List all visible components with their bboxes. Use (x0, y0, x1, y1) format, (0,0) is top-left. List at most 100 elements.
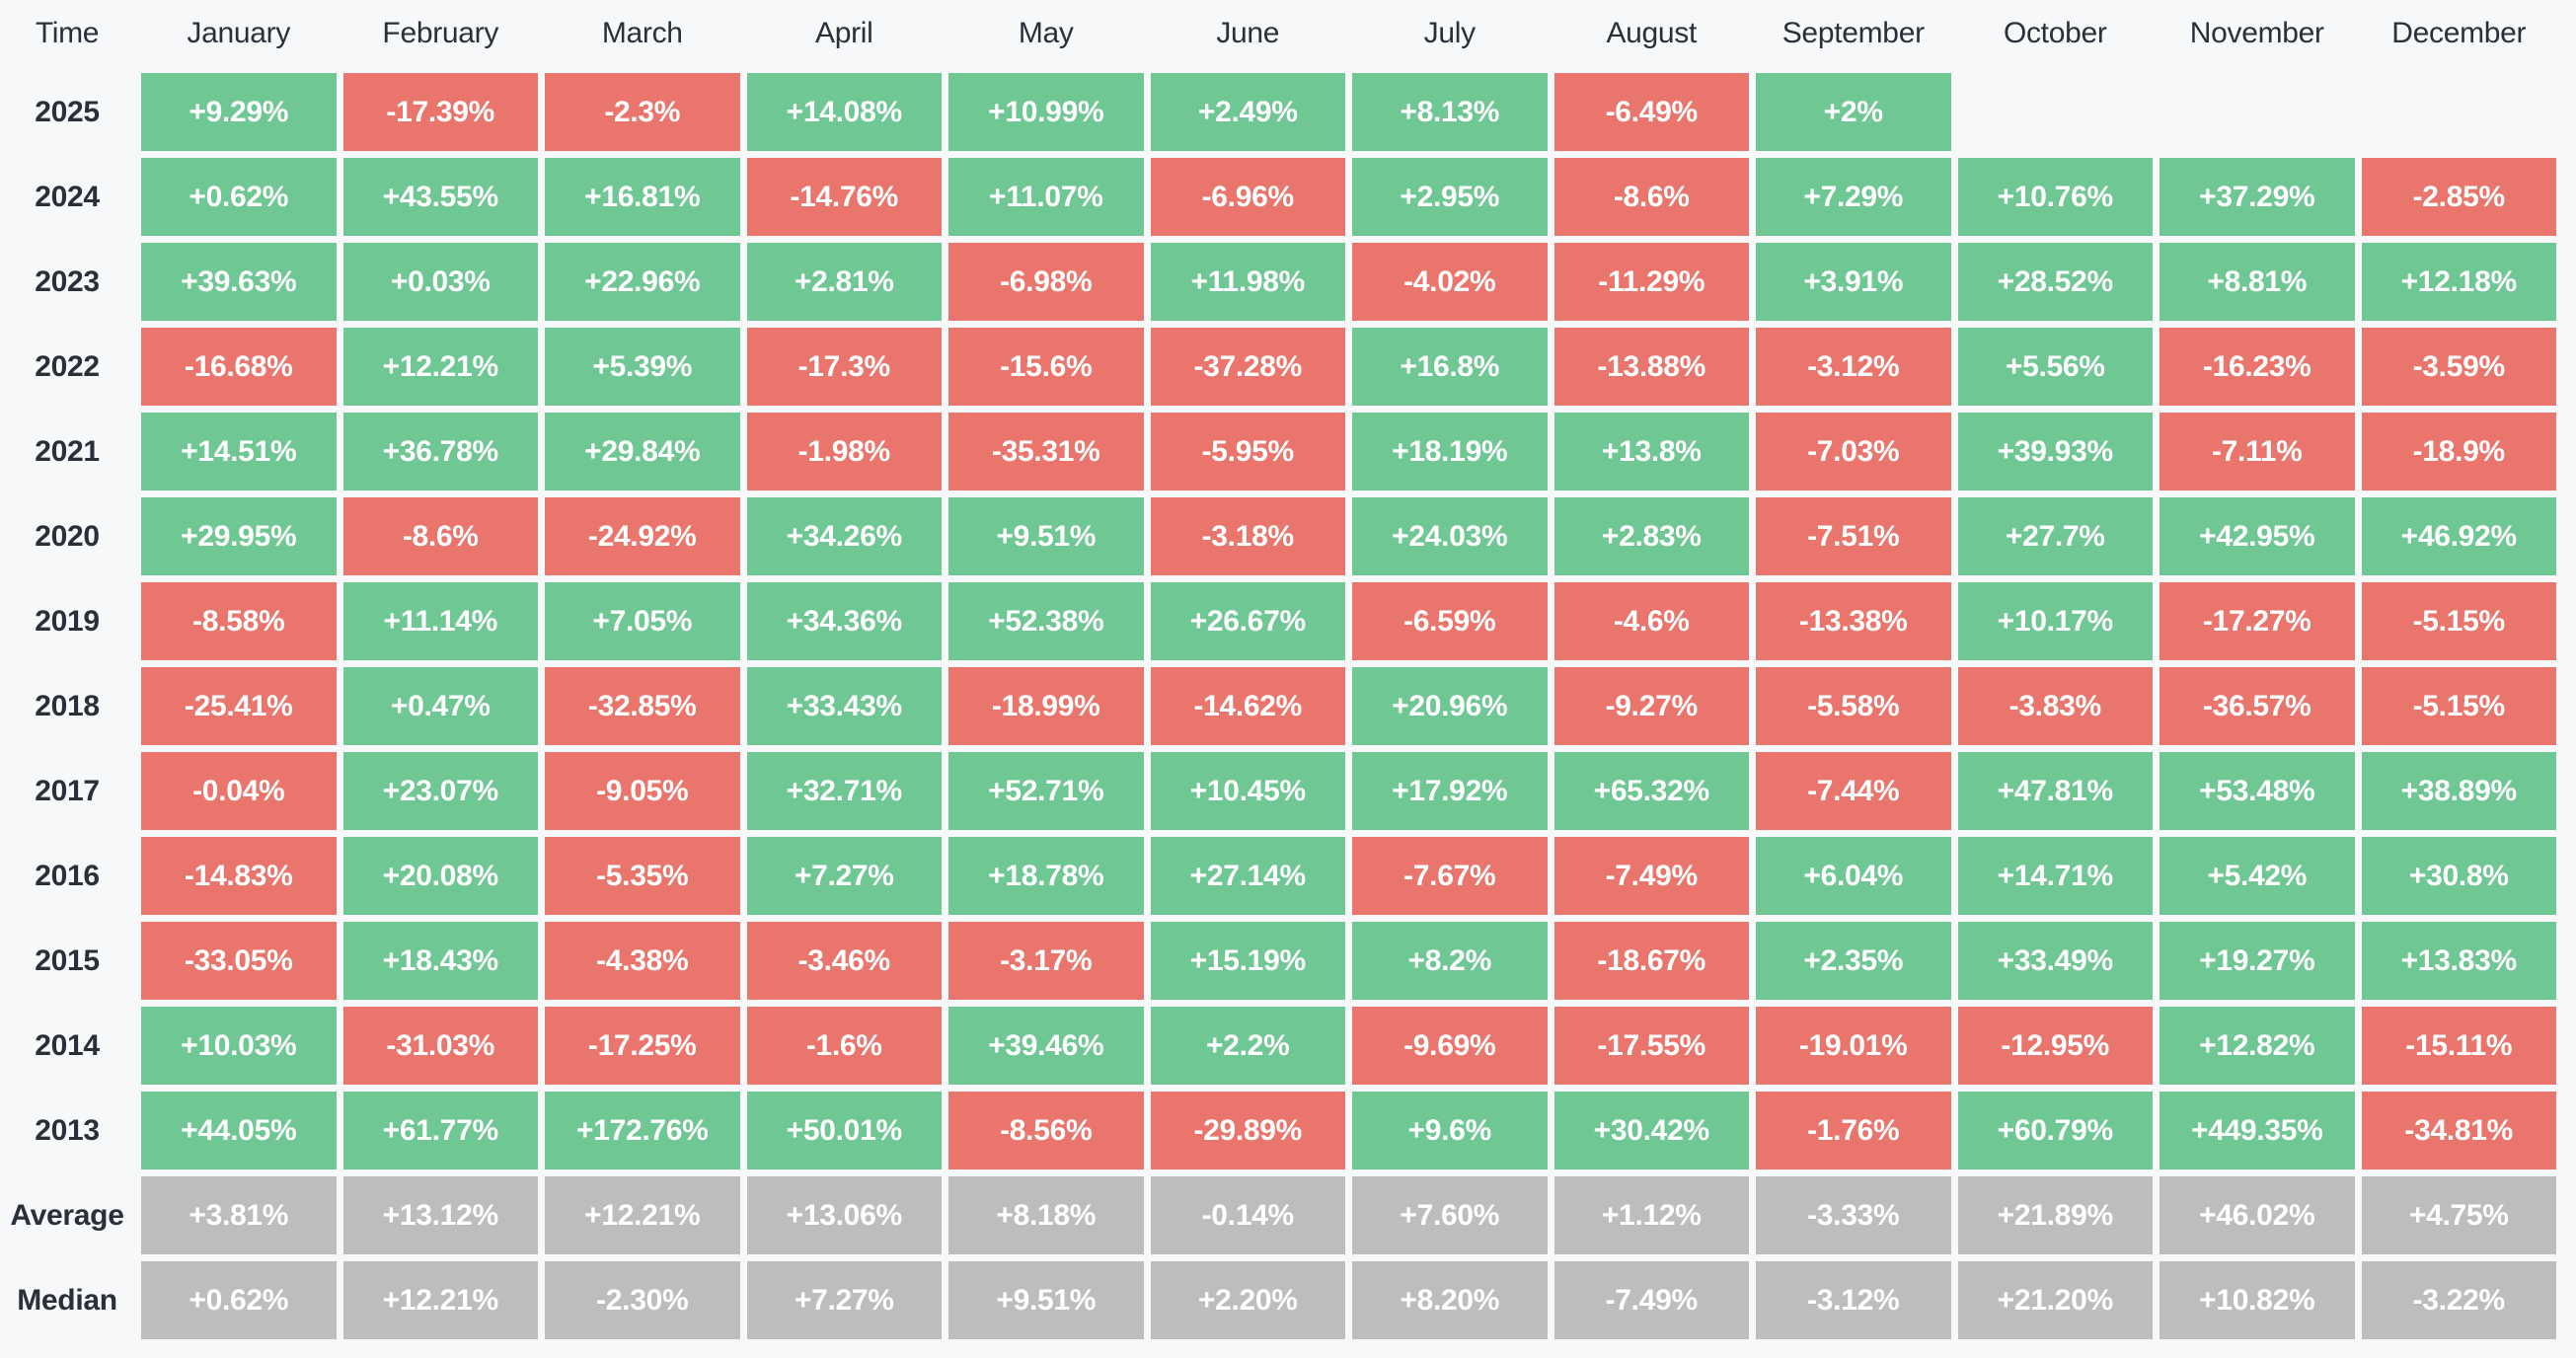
cell-median-august: -7.49% (1553, 1261, 1749, 1339)
cell-2013-october: +60.79% (1957, 1092, 2153, 1169)
row-label-2019: 2019 (35, 604, 100, 638)
column-header-october: October (2003, 16, 2107, 49)
cell-2016-august: -7.49% (1553, 837, 1749, 915)
column-header-september: September (1781, 16, 1925, 49)
cell-2021-june: -5.95% (1150, 413, 1345, 490)
row-label-2024: 2024 (35, 180, 100, 213)
cell-2017-june: +10.45% (1150, 752, 1345, 830)
cell-median-july: +8.20% (1352, 1261, 1548, 1339)
cell-2018-september: -5.58% (1756, 667, 1951, 745)
cell-2016-october: +14.71% (1957, 837, 2153, 915)
cell-2024-december: -2.85% (2361, 158, 2556, 236)
cell-2023-june: +11.98% (1150, 243, 1345, 321)
cell-average-september: -3.33% (1756, 1176, 1951, 1254)
cell-2022-september: -3.12% (1756, 328, 1951, 406)
cell-2022-december: -3.59% (2361, 328, 2556, 406)
cell-average-october: +21.89% (1957, 1176, 2153, 1254)
cell-2020-november: +42.95% (2159, 497, 2355, 575)
cell-2013-may: -8.56% (948, 1092, 1144, 1169)
cell-2015-july: +8.2% (1352, 922, 1548, 1000)
cell-2017-january: -0.04% (141, 752, 337, 830)
cell-2018-january: -25.41% (141, 667, 337, 745)
cell-2024-may: +11.07% (948, 158, 1144, 236)
cell-2018-august: -9.27% (1553, 667, 1749, 745)
cell-2019-january: -8.58% (141, 582, 337, 660)
row-label-2021: 2021 (35, 434, 100, 468)
cell-2016-july: -7.67% (1352, 837, 1548, 915)
cell-2023-may: -6.98% (948, 243, 1144, 321)
cell-2013-december: -34.81% (2361, 1092, 2556, 1169)
cell-2016-november: +5.42% (2159, 837, 2355, 915)
cell-2017-august: +65.32% (1553, 752, 1749, 830)
cell-2013-september: -1.76% (1756, 1092, 1951, 1169)
column-header-may: May (1018, 16, 1074, 49)
cell-average-november: +46.02% (2159, 1176, 2355, 1254)
cell-2014-september: -19.01% (1756, 1007, 1951, 1085)
cell-2024-august: -8.6% (1553, 158, 1749, 236)
cell-2022-april: -17.3% (746, 328, 942, 406)
cell-2015-october: +33.49% (1957, 922, 2153, 1000)
cell-2025-september: +2% (1756, 73, 1951, 151)
cell-2023-july: -4.02% (1352, 243, 1548, 321)
cell-2021-february: +36.78% (342, 413, 538, 490)
cell-2021-november: -7.11% (2159, 413, 2355, 490)
cell-2021-may: -35.31% (948, 413, 1144, 490)
cell-2017-december: +38.89% (2361, 752, 2556, 830)
cell-2020-august: +2.83% (1553, 497, 1749, 575)
cell-2016-may: +18.78% (948, 837, 1144, 915)
row-label-2014: 2014 (35, 1028, 100, 1062)
cell-2015-august: -18.67% (1553, 922, 1749, 1000)
cell-2025-may: +10.99% (948, 73, 1144, 151)
cell-2025-february: -17.39% (342, 73, 538, 151)
cell-2021-march: +29.84% (545, 413, 740, 490)
row-label-2017: 2017 (35, 774, 100, 807)
column-header-july: July (1423, 16, 1476, 49)
cell-2025-april: +14.08% (746, 73, 942, 151)
column-header-june: June (1216, 16, 1280, 49)
cell-2023-september: +3.91% (1756, 243, 1951, 321)
cell-2020-january: +29.95% (141, 497, 337, 575)
cell-2022-june: -37.28% (1150, 328, 1345, 406)
cell-2022-july: +16.8% (1352, 328, 1548, 406)
cell-2013-january: +44.05% (141, 1092, 337, 1169)
cell-2025-november (2159, 73, 2355, 151)
cell-2014-october: -12.95% (1957, 1007, 2153, 1085)
cell-2018-may: -18.99% (948, 667, 1144, 745)
cell-2021-july: +18.19% (1352, 413, 1548, 490)
cell-2015-september: +2.35% (1756, 922, 1951, 1000)
cell-2024-november: +37.29% (2159, 158, 2355, 236)
cell-2019-april: +34.36% (746, 582, 942, 660)
cell-median-november: +10.82% (2159, 1261, 2355, 1339)
cell-2014-january: +10.03% (141, 1007, 337, 1085)
cell-2024-march: +16.81% (545, 158, 740, 236)
cell-2024-june: -6.96% (1150, 158, 1345, 236)
cell-2025-june: +2.49% (1150, 73, 1345, 151)
cell-2014-april: -1.6% (746, 1007, 942, 1085)
cell-median-march: -2.30% (545, 1261, 740, 1339)
cell-2017-may: +52.71% (948, 752, 1144, 830)
cell-2019-june: +26.67% (1150, 582, 1345, 660)
column-header-march: March (601, 16, 683, 49)
cell-2014-december: -15.11% (2361, 1007, 2556, 1085)
cell-2023-april: +2.81% (746, 243, 942, 321)
cell-2018-october: -3.83% (1957, 667, 2153, 745)
cell-2023-october: +28.52% (1957, 243, 2153, 321)
cell-2015-november: +19.27% (2159, 922, 2355, 1000)
cell-2021-january: +14.51% (141, 413, 337, 490)
cell-2013-november: +449.35% (2159, 1092, 2355, 1169)
column-header-august: August (1606, 16, 1698, 49)
cell-2014-may: +39.46% (948, 1007, 1144, 1085)
row-label-average: Average (10, 1198, 124, 1232)
cell-2023-august: -11.29% (1553, 243, 1749, 321)
cell-2020-may: +9.51% (948, 497, 1144, 575)
cell-2017-september: -7.44% (1756, 752, 1951, 830)
cell-median-june: +2.20% (1150, 1261, 1345, 1339)
cell-2019-november: -17.27% (2159, 582, 2355, 660)
cell-2020-april: +34.26% (746, 497, 942, 575)
row-label-2013: 2013 (35, 1113, 100, 1147)
cell-2016-april: +7.27% (746, 837, 942, 915)
cell-2022-february: +12.21% (342, 328, 538, 406)
cell-2025-october (1958, 73, 2154, 151)
row-label-2018: 2018 (35, 689, 100, 722)
cell-average-august: +1.12% (1553, 1176, 1749, 1254)
